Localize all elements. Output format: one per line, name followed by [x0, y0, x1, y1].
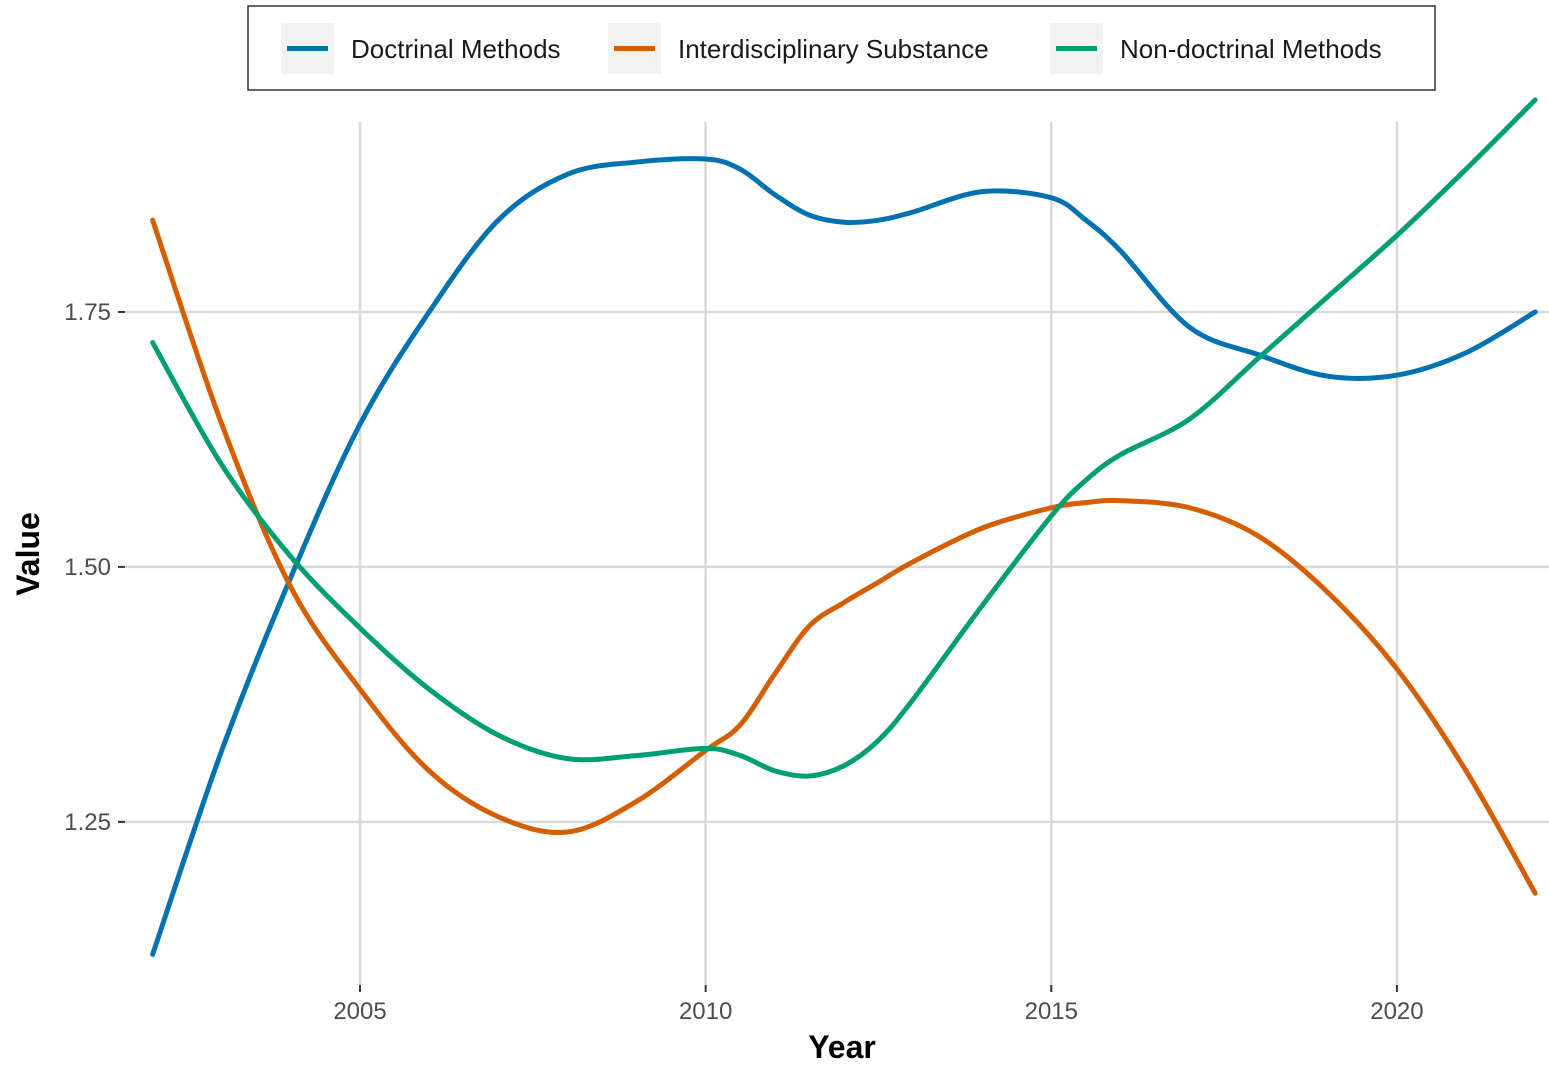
x-tick-label: 2005: [333, 998, 386, 1025]
x-axis-title: Year: [808, 1029, 876, 1065]
doctrinal-methods-line: [150, 156, 1538, 957]
x-axis-ticks: 2005 2010 2015 2020: [333, 985, 1424, 1025]
legend-item-interdisciplinary-substance: Interdisciplinary Substance: [608, 23, 989, 74]
legend-label: Doctrinal Methods: [351, 34, 561, 64]
legend-label: Interdisciplinary Substance: [678, 34, 989, 64]
y-tick-label: 1.25: [64, 809, 111, 836]
interdisciplinary-substance-line: [150, 217, 1538, 896]
x-tick-label: 2015: [1025, 998, 1078, 1025]
x-tick-label: 2010: [679, 998, 732, 1025]
legend-item-doctrinal-methods: Doctrinal Methods: [281, 23, 561, 74]
legend: Doctrinal Methods Interdisciplinary Subs…: [247, 5, 1436, 91]
x-tick-label: 2020: [1370, 998, 1423, 1025]
y-tick-label: 1.75: [64, 299, 111, 326]
non-doctrinal-methods-line: [150, 97, 1538, 779]
legend-label: Non-doctrinal Methods: [1120, 34, 1382, 64]
legend-box: [247, 5, 1436, 91]
series-lines: [150, 97, 1538, 957]
y-axis-title: Value: [10, 512, 46, 596]
legend-item-non-doctrinal-methods: Non-doctrinal Methods: [1050, 23, 1382, 74]
y-tick-label: 1.50: [64, 554, 111, 581]
grid: [125, 122, 1549, 985]
y-axis-ticks: 1.25 1.50 1.75: [64, 299, 125, 836]
